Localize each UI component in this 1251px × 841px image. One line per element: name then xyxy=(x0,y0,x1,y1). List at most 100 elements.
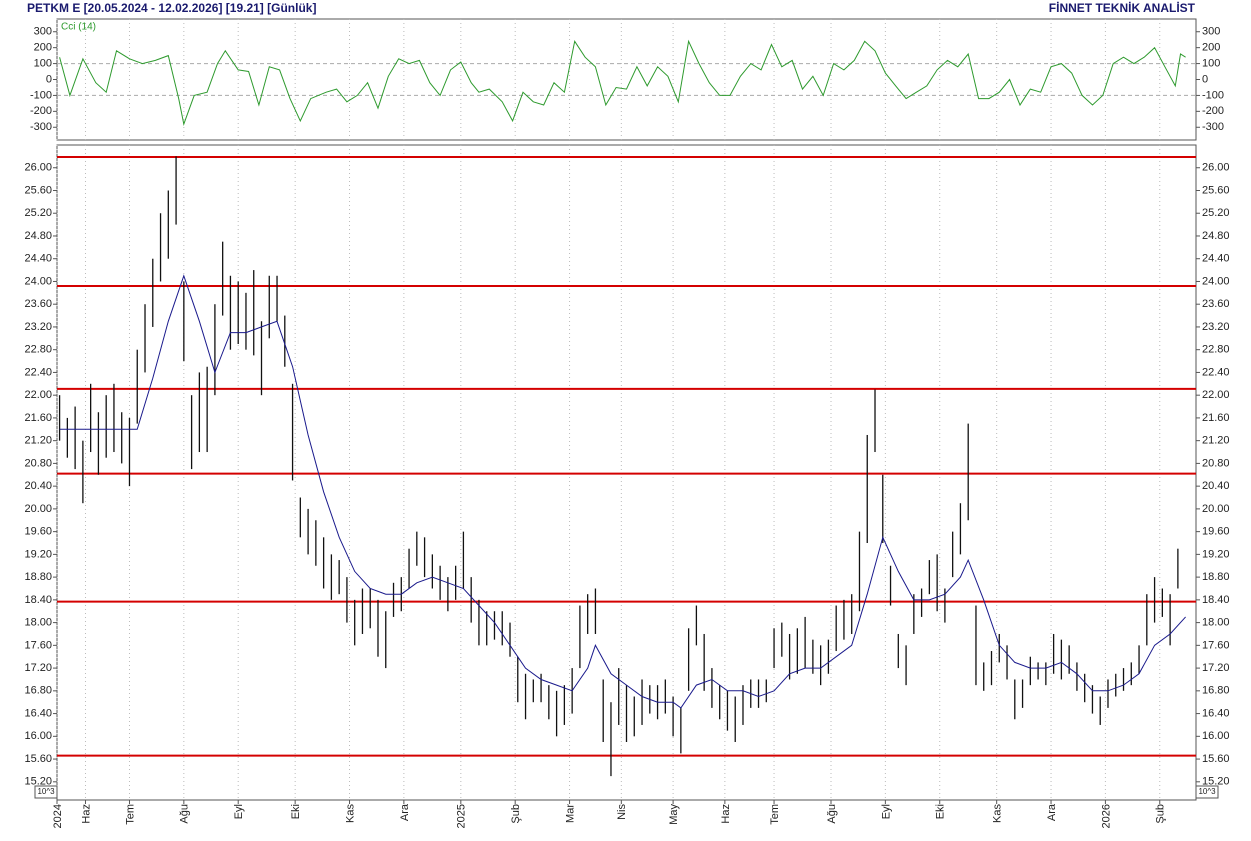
y-tick-label: 15.60 xyxy=(24,753,52,765)
y-tick-label: 24.00 xyxy=(24,275,52,287)
y-tick-label: 17.20 xyxy=(24,662,52,674)
y-tick-label: 21.60 xyxy=(1202,412,1230,424)
x-tick-label: Eyl xyxy=(233,804,245,819)
scale-label: 10^3 xyxy=(1198,787,1216,796)
y-tick-label: 18.80 xyxy=(1202,571,1230,583)
y-tick-label: 300 xyxy=(34,26,52,38)
y-tick-label: 21.60 xyxy=(24,412,52,424)
y-tick-label: 25.60 xyxy=(1202,184,1230,196)
y-tick-label: 23.20 xyxy=(1202,321,1230,333)
moving-average xyxy=(59,274,1186,709)
x-tick-label: Şub xyxy=(510,804,522,824)
y-tick-label: 22.80 xyxy=(24,344,52,356)
y-tick-label: 23.60 xyxy=(1202,298,1230,310)
y-tick-label: 22.40 xyxy=(1202,366,1230,378)
y-tick-label: 21.20 xyxy=(24,435,52,447)
x-tick-label: Kas xyxy=(344,804,356,823)
scale-box xyxy=(34,785,58,799)
y-tick-label: 100 xyxy=(34,57,52,69)
x-tick-label: Kas xyxy=(992,804,1004,823)
y-tick-label: 0 xyxy=(1202,73,1208,85)
y-tick-label: 16.80 xyxy=(24,685,52,697)
y-tick-label: 20.80 xyxy=(1202,457,1230,469)
y-tick-label: 16.00 xyxy=(1202,730,1230,742)
y-tick-label: 15.60 xyxy=(1202,753,1230,765)
panel-label: Cci (14) xyxy=(61,22,96,33)
y-tick-label: 25.60 xyxy=(24,184,52,196)
y-tick-label: 20.00 xyxy=(1202,503,1230,515)
y-tick-label: 18.00 xyxy=(24,617,52,629)
y-tick-label: 24.00 xyxy=(1202,275,1230,287)
x-tick-label: Ara xyxy=(1046,803,1058,821)
y-tick-label: 20.00 xyxy=(24,503,52,515)
y-tick-label: 25.20 xyxy=(24,207,52,219)
price-frame xyxy=(56,144,1197,801)
header-left: PETKM E [20.05.2024 - 12.02.2026] [19.21… xyxy=(27,1,316,15)
y-tick-label: 22.00 xyxy=(1202,389,1230,401)
y-tick-label: 18.40 xyxy=(1202,594,1230,606)
cci-line xyxy=(59,39,1186,126)
x-tick-label: Ara xyxy=(399,803,411,821)
y-tick-label: 24.40 xyxy=(24,253,52,265)
y-tick-label: 19.20 xyxy=(1202,548,1230,560)
y-tick-label: 200 xyxy=(1202,42,1220,54)
x-tick-label: Mar xyxy=(564,804,576,823)
y-tick-label: 17.60 xyxy=(1202,639,1230,651)
x-tick-label: Ağu xyxy=(826,804,838,824)
y-tick-label: 16.00 xyxy=(24,730,52,742)
y-tick-label: 25.20 xyxy=(1202,207,1230,219)
y-tick-label: 100 xyxy=(1202,57,1220,69)
y-tick-label: 24.80 xyxy=(1202,230,1230,242)
header-right: FİNNET TEKNİK ANALİST xyxy=(1049,0,1196,15)
y-tick-label: 18.80 xyxy=(24,571,52,583)
x-tick-label: Şub xyxy=(1155,804,1167,824)
x-tick-label: 2024 xyxy=(52,804,64,828)
y-tick-label: -300 xyxy=(30,121,52,133)
x-tick-label: Eyl xyxy=(880,804,892,819)
y-tick-label: 15.20 xyxy=(24,776,52,788)
y-tick-label: -200 xyxy=(30,105,52,117)
y-tick-label: 22.40 xyxy=(24,366,52,378)
scale-label: 10^3 xyxy=(37,787,55,796)
y-tick-label: -100 xyxy=(30,89,52,101)
y-tick-label: 300 xyxy=(1202,26,1220,38)
x-tick-label: Tem xyxy=(769,804,781,825)
y-tick-label: 23.60 xyxy=(24,298,52,310)
x-tick-label: Tem xyxy=(124,804,136,825)
y-tick-label: -200 xyxy=(1202,105,1224,117)
x-tick-label: 2025 xyxy=(456,804,468,828)
y-tick-label: 20.40 xyxy=(24,480,52,492)
y-tick-label: 17.60 xyxy=(24,639,52,651)
x-tick-label: May xyxy=(668,804,680,825)
x-tick-label: Haz xyxy=(80,804,92,824)
x-tick-label: Eki xyxy=(290,804,302,819)
y-tick-label: 24.80 xyxy=(24,230,52,242)
y-tick-label: 16.40 xyxy=(24,707,52,719)
x-tick-label: 2026 xyxy=(1100,804,1112,828)
y-tick-label: 17.20 xyxy=(1202,662,1230,674)
x-tick-label: Eki xyxy=(935,804,947,819)
y-tick-label: 15.20 xyxy=(1202,776,1230,788)
x-tick-label: Ağu xyxy=(179,804,191,824)
y-tick-label: -300 xyxy=(1202,121,1224,133)
y-tick-label: 20.40 xyxy=(1202,480,1230,492)
y-tick-label: 0 xyxy=(46,73,52,85)
y-tick-label: 18.00 xyxy=(1202,617,1230,629)
y-tick-label: 22.80 xyxy=(1202,344,1230,356)
y-tick-label: 23.20 xyxy=(24,321,52,333)
y-tick-label: 21.20 xyxy=(1202,435,1230,447)
y-tick-label: -100 xyxy=(1202,89,1224,101)
y-tick-label: 19.60 xyxy=(1202,526,1230,538)
y-tick-label: 18.40 xyxy=(24,594,52,606)
y-tick-label: 22.00 xyxy=(24,389,52,401)
x-tick-label: Haz xyxy=(720,804,732,824)
y-tick-label: 26.00 xyxy=(24,162,52,174)
y-tick-label: 200 xyxy=(34,42,52,54)
y-tick-label: 19.60 xyxy=(24,526,52,538)
x-tick-label: Nis xyxy=(616,804,628,820)
y-tick-label: 26.00 xyxy=(1202,162,1230,174)
y-tick-label: 16.40 xyxy=(1202,707,1230,719)
y-tick-label: 20.80 xyxy=(24,457,52,469)
